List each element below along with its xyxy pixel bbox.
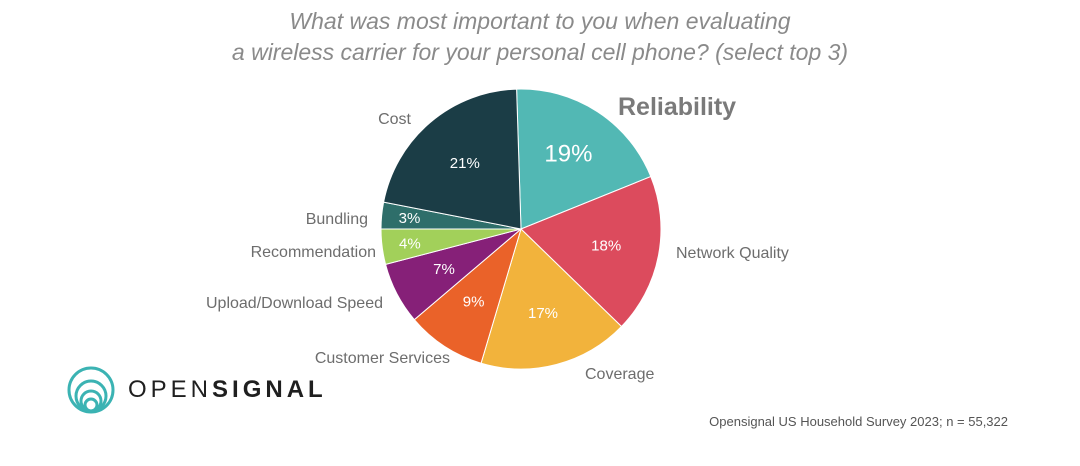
- data-label-bundling: 3%: [399, 210, 421, 227]
- data-label-coverage: 17%: [528, 305, 558, 322]
- category-label-recommendation: Recommendation: [251, 244, 376, 261]
- chart-title-line-1: What was most important to you when eval…: [289, 8, 791, 34]
- category-label-coverage: Coverage: [585, 366, 654, 383]
- opensignal-logo: OPENSIGNAL: [66, 365, 327, 415]
- logo-text-light: OPEN: [128, 376, 213, 403]
- category-label-reliability: Reliability: [618, 93, 736, 121]
- category-label-cost: Cost: [378, 111, 411, 128]
- chart-title-line-2: a wireless carrier for your personal cel…: [231, 39, 849, 65]
- data-label-recommendation: 4%: [399, 235, 421, 252]
- source-note: Opensignal US Household Survey 2023; n =…: [709, 414, 1008, 429]
- logo-text-bold: SIGNAL: [212, 376, 327, 403]
- pie-slice-coverage: [480, 228, 623, 370]
- pie-slice-customer-services: [413, 227, 522, 364]
- pie-slice-reliability: [516, 88, 652, 230]
- category-label-bundling: Bundling: [306, 211, 368, 228]
- data-label-customer-services: 9%: [463, 294, 485, 311]
- data-label-upload-download-speed: 7%: [433, 261, 455, 278]
- category-label-network-quality: Network Quality: [676, 245, 789, 262]
- category-label-customer-services: Customer Services: [315, 350, 450, 367]
- chart-title: What was most important to you when eval…: [0, 6, 1080, 68]
- pie-slice-network-quality: [520, 175, 662, 328]
- category-label-upload-download-speed: Upload/Download Speed: [206, 295, 383, 312]
- pie-slice-cost: [383, 88, 522, 230]
- data-label-reliability: 19%: [544, 140, 592, 167]
- data-label-network-quality: 18%: [591, 238, 621, 255]
- logo-wordmark: OPENSIGNAL: [128, 376, 327, 404]
- opensignal-rings-icon: [67, 366, 115, 414]
- data-label-cost: 21%: [450, 155, 480, 172]
